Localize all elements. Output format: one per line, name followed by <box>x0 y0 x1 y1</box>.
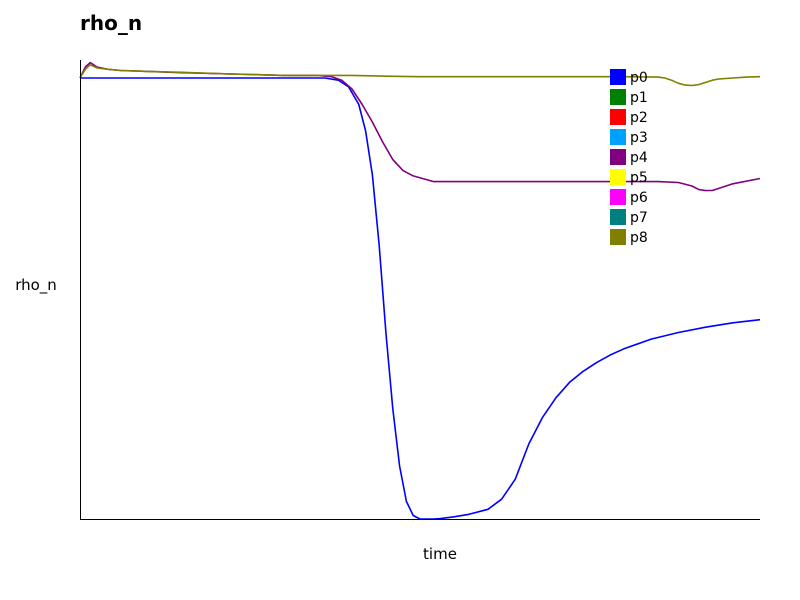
series-line-p4 <box>79 61 761 192</box>
legend-label-p6: p6 <box>630 190 648 206</box>
legend-label-p0: p0 <box>630 70 648 86</box>
legend-label-p5: p5 <box>630 170 648 186</box>
legend-label-p7: p7 <box>630 210 648 226</box>
legend-swatch-p1 <box>610 89 626 105</box>
legend-label-p3: p3 <box>630 130 648 146</box>
legend-label-p2: p2 <box>630 110 648 126</box>
series-lines <box>79 61 761 520</box>
series-line-p8 <box>79 64 761 87</box>
legend-swatch-p0 <box>610 69 626 85</box>
legend-label-p4: p4 <box>630 150 648 166</box>
y-axis-label: rho_n <box>15 276 57 295</box>
legend: p0 p1 p2 p3 p4 p5 p6 p7 p8 <box>610 69 648 246</box>
legend-swatch-p2 <box>610 109 626 125</box>
legend-label-p8: p8 <box>630 230 648 246</box>
chart-title: rho_n <box>80 11 142 35</box>
legend-swatch-p7 <box>610 209 626 225</box>
legend-label-p1: p1 <box>630 90 648 106</box>
legend-swatch-p4 <box>610 149 626 165</box>
legend-swatch-p3 <box>610 129 626 145</box>
x-axis-label: time <box>423 545 457 563</box>
legend-swatch-p6 <box>610 189 626 205</box>
legend-swatch-p5 <box>610 169 626 185</box>
series-line-p0 <box>80 77 761 520</box>
legend-swatch-p8 <box>610 229 626 245</box>
